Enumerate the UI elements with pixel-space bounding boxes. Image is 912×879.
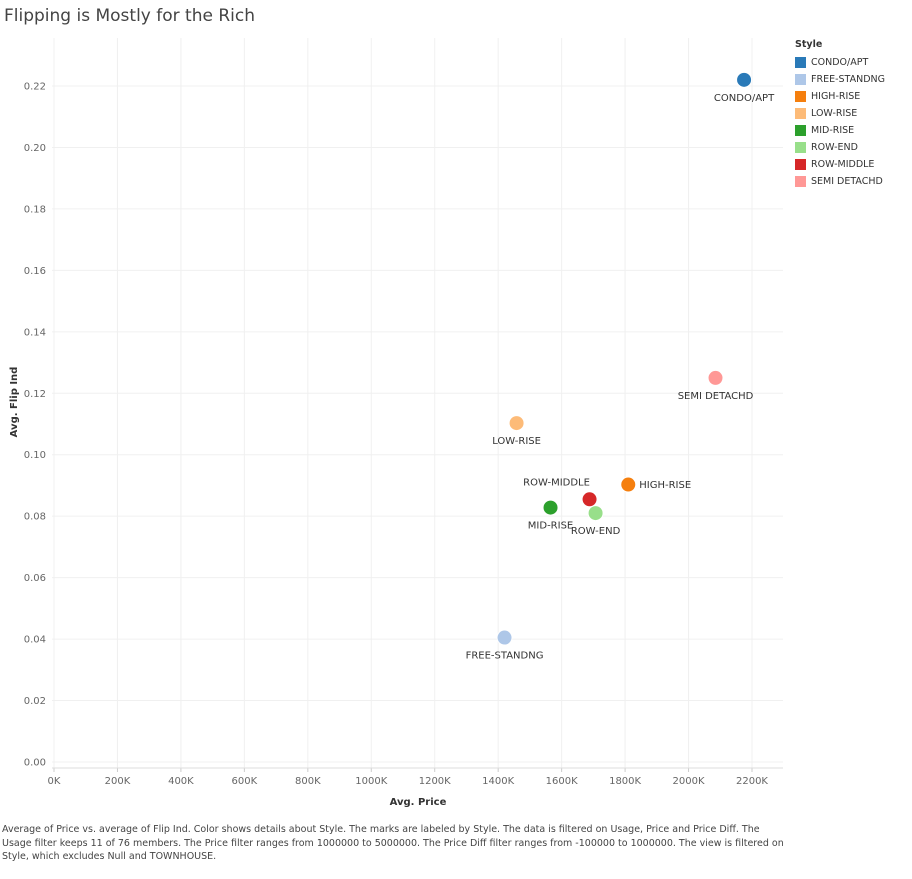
x-axis-ticks: 0K 200K 400K 600K 800K 1000K 1200K 1400K 1600K 18… <box>48 768 768 787</box>
data-point-label: ROW-MIDDLE <box>523 477 590 488</box>
y-axis-title: Avg. Flip Ind <box>9 367 20 438</box>
grid <box>52 38 783 768</box>
x-tick-label: 2200K <box>736 776 768 787</box>
legend-label: LOW-RISE <box>811 108 858 119</box>
legend-label: FREE-STANDNG <box>811 74 885 85</box>
chart-title: Flipping is Mostly for the Rich <box>4 6 255 26</box>
legend-swatch <box>795 142 806 153</box>
x-tick-label: 1800K <box>609 776 641 787</box>
legend-label: MID-RISE <box>811 125 855 136</box>
data-point-label: LOW-RISE <box>492 436 541 447</box>
legend-item[interactable]: ROW-END <box>795 139 885 156</box>
y-tick-label: 0.02 <box>24 696 46 707</box>
data-point-labels: CONDO/APT FREE-STANDNG HIGH-RISE LOW-RISE MI… <box>466 93 775 662</box>
y-tick-label: 0.08 <box>24 512 46 523</box>
data-point-label: HIGH-RISE <box>639 480 691 491</box>
legend-item[interactable]: FREE-STANDNG <box>795 71 885 88</box>
data-point <box>542 499 559 516</box>
x-axis-title: Avg. Price <box>390 797 447 808</box>
x-tick-label: 1000K <box>355 776 387 787</box>
legend-swatch <box>795 108 806 119</box>
legend-item[interactable]: HIGH-RISE <box>795 88 885 105</box>
legend-swatch <box>795 57 806 68</box>
legend-title: Style <box>795 39 823 50</box>
x-tick-label: 400K <box>168 776 194 787</box>
legend-item[interactable]: MID-RISE <box>795 122 885 139</box>
legend-swatch <box>795 74 806 85</box>
y-tick-label: 0.20 <box>24 143 46 154</box>
data-point <box>581 491 598 508</box>
legend-swatch <box>795 159 806 170</box>
data-point-label: CONDO/APT <box>714 93 775 104</box>
y-tick-label: 0.16 <box>24 266 46 277</box>
legend: Style CONDO/APT FREE-STANDNG HIGH-RISE LOW-… <box>795 39 885 190</box>
y-axis-ticks: 0.00 0.02 0.04 0.06 0.08 0.10 0.12 0.14 0.16 0.18… <box>24 82 46 769</box>
x-tick-label: 1600K <box>546 776 578 787</box>
y-tick-label: 0.18 <box>24 204 46 215</box>
data-point <box>587 505 604 522</box>
data-point-label: SEMI DETACHD <box>678 391 754 402</box>
x-tick-label: 600K <box>232 776 258 787</box>
legend-label: ROW-END <box>811 142 858 153</box>
x-tick-label: 0K <box>48 776 61 787</box>
x-tick-label: 800K <box>295 776 321 787</box>
data-point <box>736 71 753 88</box>
legend-swatch <box>795 125 806 136</box>
data-point-label: ROW-END <box>571 526 621 537</box>
data-points <box>496 71 753 646</box>
y-tick-label: 0.06 <box>24 573 46 584</box>
legend-label: ROW-MIDDLE <box>811 159 875 170</box>
legend-label: HIGH-RISE <box>811 91 861 102</box>
scatter-chart: 0K 200K 400K 600K 800K 1000K 1200K 1400K 1600K 18… <box>9 38 783 808</box>
y-tick-label: 0.04 <box>24 635 46 646</box>
y-tick-label: 0.14 <box>24 327 46 338</box>
x-tick-label: 200K <box>105 776 131 787</box>
legend-swatch <box>795 91 806 102</box>
legend-items: CONDO/APT FREE-STANDNG HIGH-RISE LOW-RISE MI… <box>795 54 885 190</box>
legend-item[interactable]: SEMI DETACHD <box>795 173 885 190</box>
data-point <box>508 415 525 432</box>
data-point <box>707 369 724 386</box>
chart-caption: Average of Price vs. average of Flip Ind… <box>2 824 784 862</box>
y-tick-label: 0.00 <box>24 758 46 769</box>
data-point <box>496 629 513 646</box>
x-tick-label: 1200K <box>419 776 451 787</box>
x-tick-label: 1400K <box>482 776 514 787</box>
legend-label: CONDO/APT <box>811 57 869 68</box>
y-tick-label: 0.10 <box>24 450 46 461</box>
legend-item[interactable]: ROW-MIDDLE <box>795 156 885 173</box>
x-tick-label: 2000K <box>673 776 705 787</box>
legend-item[interactable]: CONDO/APT <box>795 54 885 71</box>
legend-swatch <box>795 176 806 187</box>
y-tick-label: 0.12 <box>24 389 46 400</box>
data-point-label: FREE-STANDNG <box>466 651 544 662</box>
data-point-label: MID-RISE <box>528 521 573 532</box>
legend-item[interactable]: LOW-RISE <box>795 105 885 122</box>
y-tick-label: 0.22 <box>24 82 46 93</box>
data-point <box>620 476 637 493</box>
legend-label: SEMI DETACHD <box>811 176 883 187</box>
